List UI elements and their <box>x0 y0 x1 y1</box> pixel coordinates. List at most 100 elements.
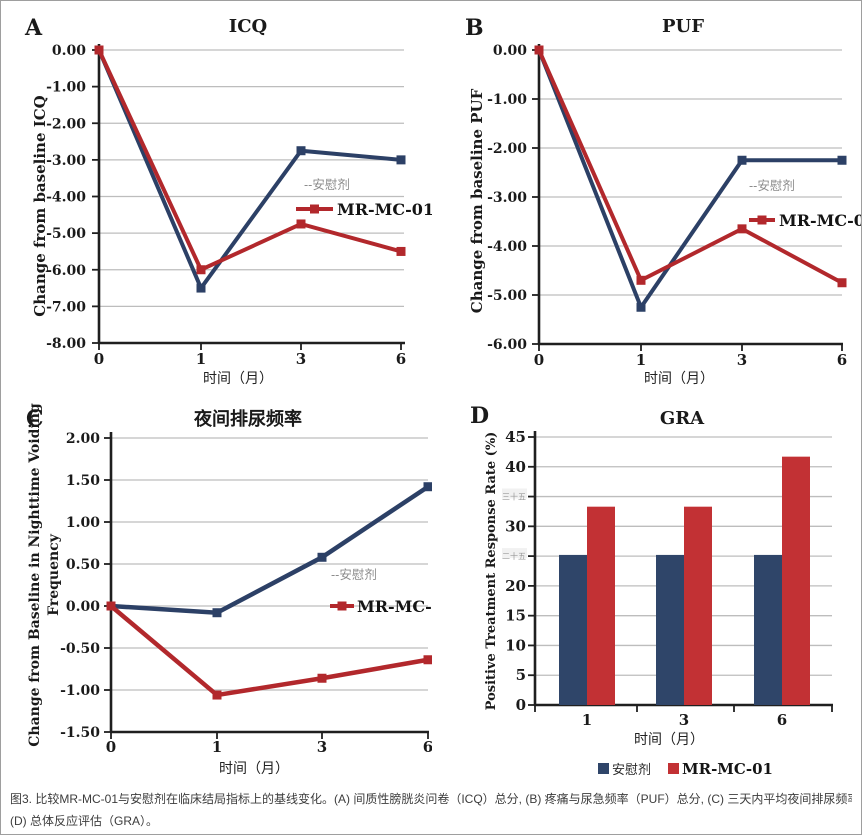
series-treatment-marker <box>636 275 646 285</box>
y-tick-label: 30 <box>505 517 526 535</box>
y-axis-label: Change from Baseline in Nighttime Voidin… <box>27 403 43 747</box>
y-tick-label: -2.00 <box>487 141 527 157</box>
chart-svg-d: 45 40 三十五 30 二十五 20 15 10 5 0 1 3 6 D GRA Positive Trea… <box>470 403 833 778</box>
y-axis-label: Change from baseline PUF <box>468 88 486 313</box>
x-tick-label: 0 <box>106 738 116 756</box>
y-tick-label: 0.00 <box>493 43 527 59</box>
series-placebo-line <box>110 484 430 616</box>
series-treatment-marker <box>837 278 847 288</box>
y-tick-label: -5.00 <box>46 226 86 242</box>
panel-a-icq-line-chart: 0.00 -1.00 -2.00 -3.00 -4.00 -5.00 -6.00 -7.00 -… <box>1 1 432 394</box>
y-tick-label: 0 <box>516 696 526 714</box>
x-tick-label: 1 <box>636 351 646 369</box>
legend-placebo-swatch <box>598 763 609 774</box>
series-placebo-marker <box>196 283 206 293</box>
series-placebo-marker <box>636 302 646 312</box>
x-tick-label: 6 <box>777 711 787 729</box>
x-tick-label: 3 <box>679 711 689 729</box>
panel-letter: D <box>470 403 489 429</box>
chart-title: GRA <box>660 408 705 429</box>
series-placebo-marker <box>396 155 406 165</box>
series-treatment-marker <box>94 45 104 55</box>
y-tick-label-faint: 二十五 <box>502 551 526 561</box>
y-tick-label: 15 <box>505 607 526 625</box>
chart-svg-a: 0.00 -1.00 -2.00 -3.00 -4.00 -5.00 -6.00 -7.00 -… <box>24 15 432 386</box>
series-treatment-marker <box>534 45 544 55</box>
x-axis-label: 时间（月） <box>644 370 714 386</box>
series-placebo-marker <box>212 608 222 618</box>
legend-placebo-label: --安慰剂 <box>331 567 377 582</box>
legend-treatment-label: MR-MC-01 <box>779 211 862 230</box>
legend-placebo-label: --安慰剂 <box>304 177 350 192</box>
y-tick-label: 0.00 <box>52 43 86 59</box>
y-tick-label: -6.00 <box>487 337 527 353</box>
chart-title: 夜间排尿频率 <box>193 408 302 429</box>
panel-b-puf-line-chart: 0.00 -1.00 -2.00 -3.00 -4.00 -5.00 -6.00 0 1 3 6 B P… <box>432 1 862 394</box>
y-tick-label: -3.00 <box>487 190 527 206</box>
chart-svg-b: 0.00 -1.00 -2.00 -3.00 -4.00 -5.00 -6.00 0 1 3 6 B P… <box>465 15 862 386</box>
x-tick-label: 6 <box>837 351 847 369</box>
x-tick-label: 6 <box>423 738 432 756</box>
legend-placebo-label: 安慰剂 <box>612 762 651 777</box>
series-placebo-marker <box>296 146 306 156</box>
series-treatment-line <box>537 49 843 285</box>
series-treatment-marker <box>106 601 116 611</box>
y-tick-label: -7.00 <box>46 299 86 315</box>
panel-letter: C <box>26 406 44 432</box>
y-axis-label: Positive Treatment Response Rate (%) <box>484 432 499 711</box>
figure-caption: 图3. 比较MR-MC-01与安慰剂在临床结局指标上的基线变化。(A) 间质性膀… <box>10 788 852 832</box>
bar-placebo <box>559 554 587 705</box>
series-placebo-marker <box>423 482 432 492</box>
y-tick-label: 1.00 <box>66 515 100 531</box>
series-treatment-marker <box>317 673 327 683</box>
y-axis-label: Change from baseline ICQ <box>31 95 49 316</box>
legend-treatment-swatch <box>337 601 347 611</box>
y-tick-label: 2.00 <box>66 431 100 447</box>
y-axis-label: Frequency <box>46 533 62 616</box>
legend-placebo-label: --安慰剂 <box>749 178 795 193</box>
legend-treatment-swatch <box>757 215 767 225</box>
y-tick-label: -4.00 <box>487 239 527 255</box>
series-placebo-line <box>537 49 842 312</box>
x-tick-label: 3 <box>296 350 306 368</box>
x-tick-label: 3 <box>737 351 747 369</box>
y-tick-label: 40 <box>505 458 526 476</box>
x-tick-label: 0 <box>94 350 104 368</box>
y-tick-label: 45 <box>505 428 526 446</box>
series-placebo-line <box>97 49 402 293</box>
bar-treatment <box>684 506 712 705</box>
faint-tick-bg <box>502 548 527 559</box>
series-treatment-marker <box>737 224 747 234</box>
y-tick-label-faint: 三十五 <box>502 492 526 502</box>
x-axis-label: 时间（月） <box>219 760 289 776</box>
y-tick-label: -3.00 <box>46 153 86 169</box>
x-tick-label: 3 <box>317 738 327 756</box>
caption-line: (D) 总体反应评估（GRA）。 <box>10 814 158 829</box>
x-tick-label: 0 <box>534 351 544 369</box>
y-tick-label: -6.00 <box>46 263 86 279</box>
bar-placebo <box>754 554 782 705</box>
y-tick-label: -0.50 <box>60 641 100 657</box>
legend-treatment-swatch <box>668 763 679 774</box>
bar-placebo <box>656 554 684 705</box>
y-tick-label: 1.50 <box>66 473 100 489</box>
y-tick-label: -5.00 <box>487 288 527 304</box>
y-tick-label: -1.00 <box>46 80 86 96</box>
caption-line: 图3. 比较MR-MC-01与安慰剂在临床结局指标上的基线变化。(A) 间质性膀… <box>10 792 852 806</box>
y-tick-label: 5 <box>516 666 526 684</box>
series-treatment-line <box>109 604 429 698</box>
panel-letter: B <box>465 15 484 41</box>
y-tick-label: 20 <box>505 577 526 595</box>
series-treatment-marker <box>423 655 432 665</box>
x-tick-label: 1 <box>212 738 222 756</box>
y-tick-label: -8.00 <box>46 336 86 352</box>
series-treatment-marker <box>212 690 222 700</box>
chart-title: ICQ <box>229 16 267 37</box>
series-treatment-marker <box>396 246 406 256</box>
faint-tick-bg <box>502 488 527 499</box>
y-tick-label: 0.50 <box>66 557 100 573</box>
y-tick-label: -4.00 <box>46 190 86 206</box>
series-treatment-marker <box>296 219 306 229</box>
series-treatment-marker <box>196 265 206 275</box>
